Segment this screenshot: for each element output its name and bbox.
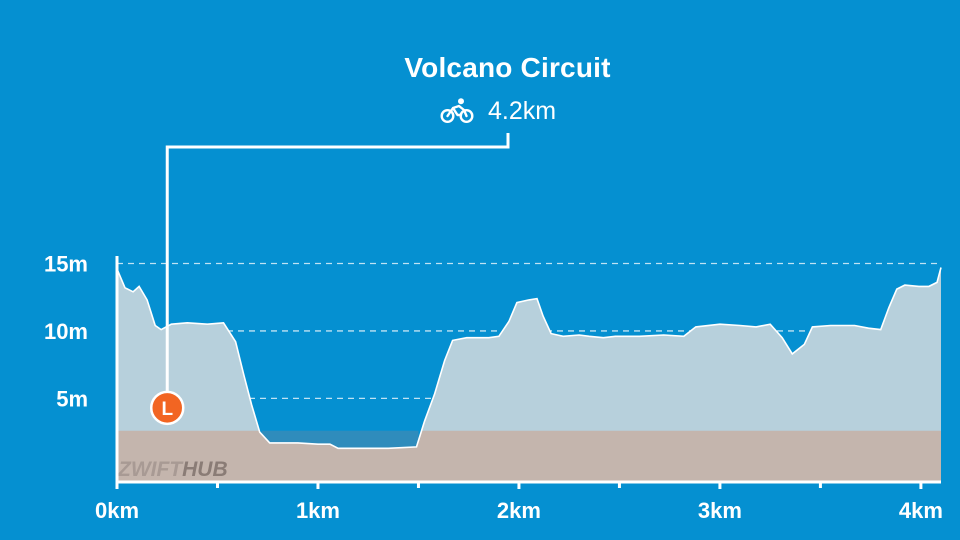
route-distance-row: 4.2km: [440, 96, 556, 126]
x-tick-label-0: 0km: [95, 498, 139, 523]
elevation-line: [116, 267, 942, 450]
watermark-hub: HUB: [182, 458, 228, 481]
x-tick-label-3: 3km: [698, 498, 742, 523]
y-tick-label-5: 5m: [56, 386, 88, 411]
route-distance: 4.2km: [488, 96, 557, 125]
x-tick-label-2: 2km: [497, 498, 541, 523]
y-tick-label-15: 15m: [44, 251, 88, 276]
watermark-zwift: ZWIFT: [117, 458, 184, 481]
route-title: Volcano Circuit: [404, 52, 611, 83]
lap-banner-marker: L: [149, 390, 185, 426]
zwifthub-watermark: ZWIFTHUB: [117, 458, 228, 481]
tick-labels: 0km 1km 2km 3km 4km 5m 10m 15m: [44, 251, 943, 523]
x-tick-label-1: 1km: [296, 498, 340, 523]
title-leader-line: [165, 133, 510, 392]
x-tick-marks: [115, 482, 923, 489]
svg-text:ZWIFTHUB: ZWIFTHUB: [117, 458, 228, 481]
ground-band: [117, 430, 941, 482]
x-tick-label-4: 4km: [899, 498, 943, 523]
y-tick-label-10: 10m: [44, 319, 88, 344]
bicycle-icon: [440, 98, 474, 124]
lap-banner-marker-label: L: [161, 399, 173, 420]
elevation-area: [117, 267, 941, 482]
